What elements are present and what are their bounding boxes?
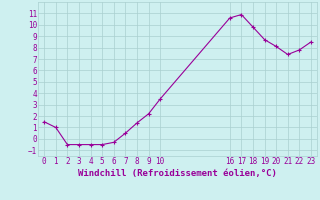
X-axis label: Windchill (Refroidissement éolien,°C): Windchill (Refroidissement éolien,°C): [78, 169, 277, 178]
